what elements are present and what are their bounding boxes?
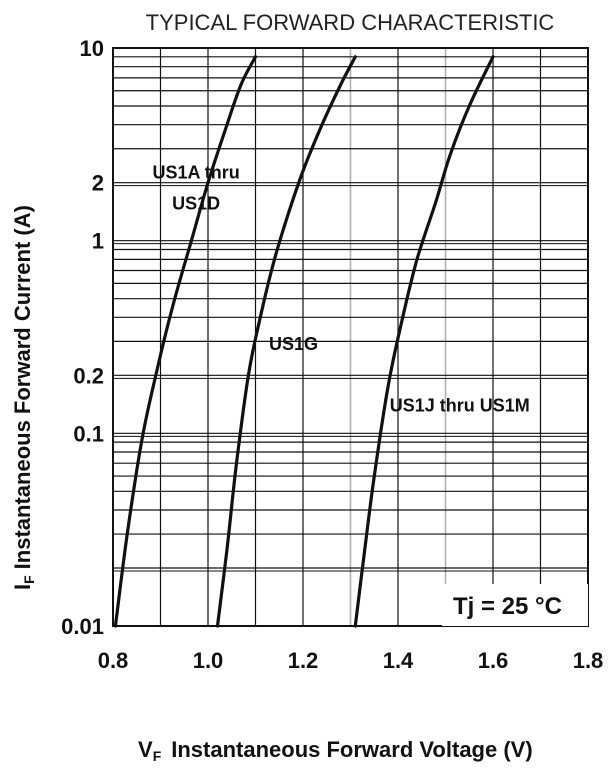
curve-series-1 (113, 55, 258, 628)
y-tick-label: 0.2 (73, 363, 104, 388)
y-tick-label: 1 (92, 229, 104, 254)
x-tick-label: 1.4 (383, 648, 414, 673)
curve-label-series-3: US1J thru US1M (390, 395, 530, 415)
x-axis-text: Instantaneous Forward Voltage (V) (171, 737, 532, 762)
x-axis-subscript: F (153, 748, 162, 764)
temperature-annotation: Tj = 25 °C (453, 593, 562, 620)
grid-lines (113, 48, 588, 626)
y-axis-subscript: F (21, 575, 37, 584)
x-tick-label: 1.8 (573, 648, 604, 673)
x-tick-label: 1.6 (478, 648, 509, 673)
x-tick-label: 1.0 (193, 648, 224, 673)
x-axis-symbol: V (138, 737, 153, 762)
annotation-box (442, 584, 588, 626)
y-axis-text: Instantaneous Forward Current (A) (10, 205, 35, 569)
y-tick-label: 0.1 (73, 421, 104, 446)
x-tick-labels: 0.8 1.0 1.2 1.4 1.6 1.8 (98, 648, 604, 673)
y-tick-label: 2 (92, 171, 104, 196)
curve-label-series-2: US1G (269, 334, 318, 354)
y-axis-symbol: I (10, 584, 35, 590)
y-tick-label: 0.01 (61, 614, 104, 639)
curve-series-3 (353, 55, 495, 628)
x-tick-label: 0.8 (98, 648, 129, 673)
curve-label-series-1: US1A thru (152, 163, 239, 183)
chart-title: TYPICAL FORWARD CHARACTERISTIC (146, 10, 555, 35)
curve-labels-layer: US1A thru US1D US1G US1J thru US1M (152, 163, 529, 416)
curve-label-series-1: US1D (172, 194, 220, 214)
y-axis-label: IF Instantaneous Forward Current (A) (10, 205, 37, 590)
plot-frame (112, 47, 589, 627)
curves-layer (113, 55, 495, 628)
x-axis-label: VF Instantaneous Forward Voltage (V) (138, 737, 533, 764)
curve-series-2 (215, 55, 357, 628)
x-tick-label: 1.2 (288, 648, 319, 673)
y-tick-labels: 10 2 1 0.2 0.1 0.01 (61, 36, 104, 639)
y-tick-label: 10 (80, 36, 104, 61)
